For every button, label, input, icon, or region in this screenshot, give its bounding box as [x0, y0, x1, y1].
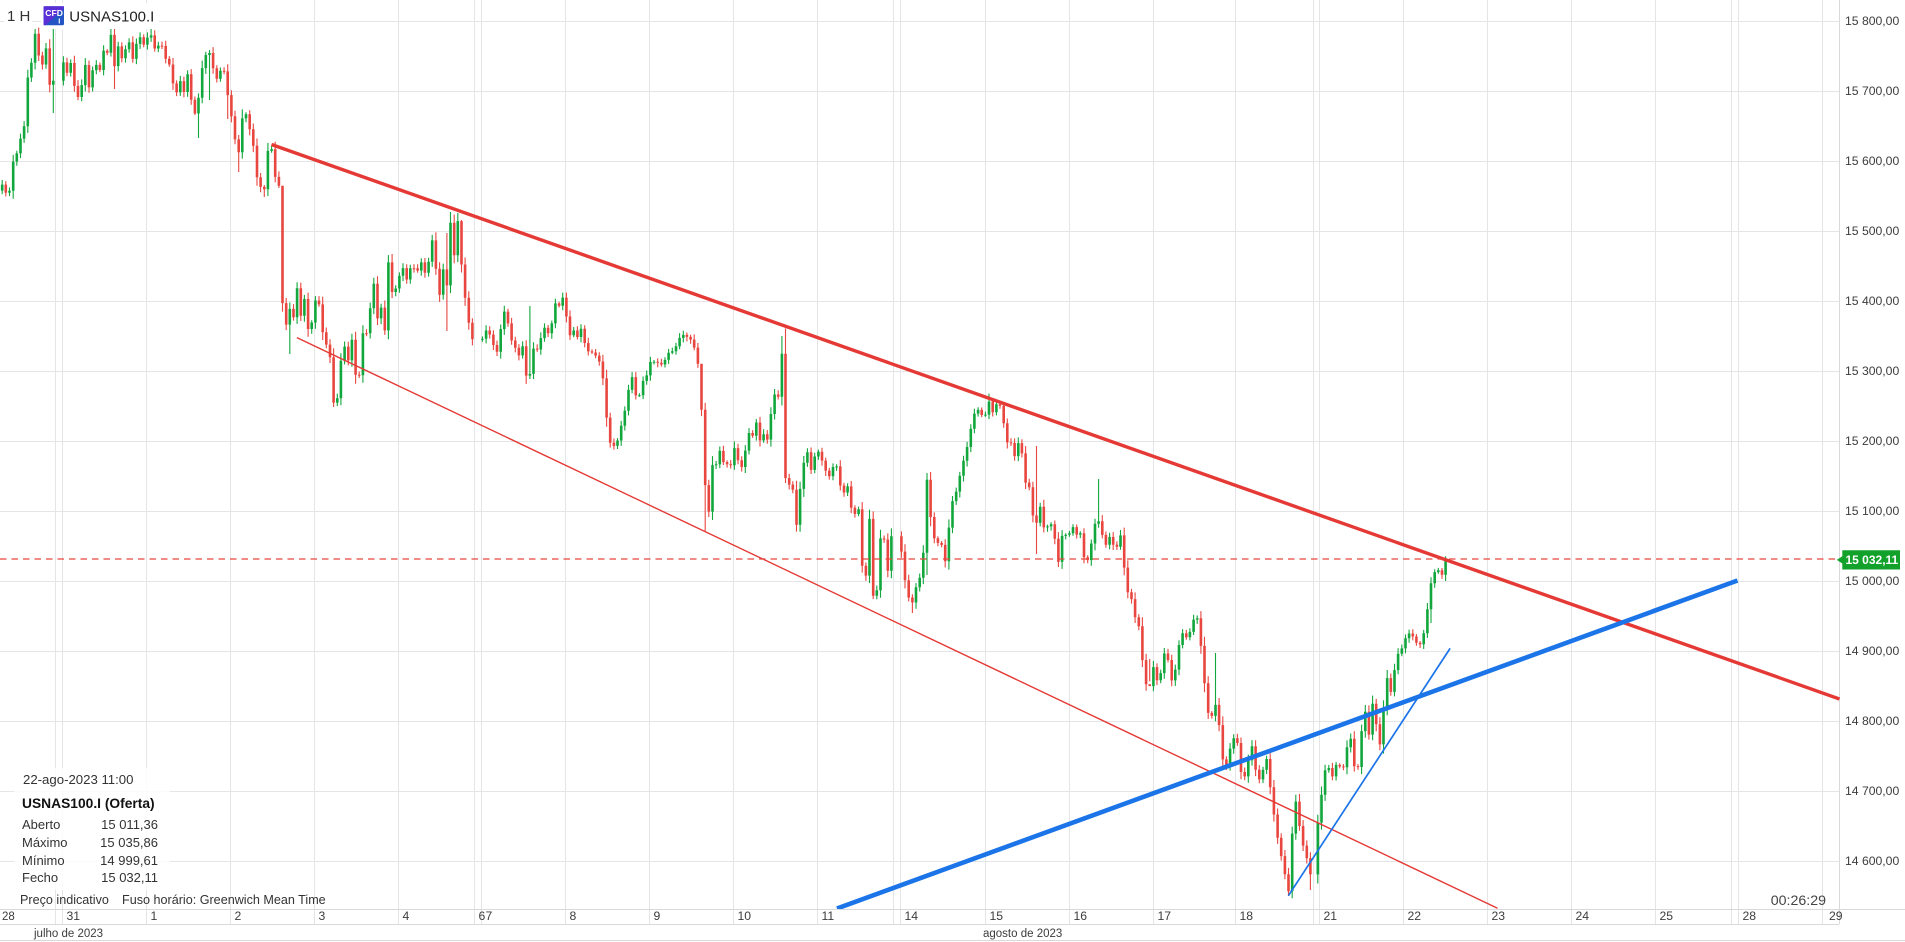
svg-text:15 011,36: 15 011,36: [101, 817, 158, 832]
svg-text:9: 9: [654, 909, 661, 923]
svg-text:1: 1: [151, 909, 158, 923]
svg-text:14 700,00: 14 700,00: [1845, 784, 1899, 798]
svg-text:Máximo: Máximo: [22, 835, 68, 850]
svg-text:CFD: CFD: [45, 8, 63, 18]
svg-text:6: 6: [479, 909, 486, 923]
svg-text:Mínimo: Mínimo: [22, 853, 65, 868]
svg-text:15 032,11: 15 032,11: [101, 870, 158, 885]
svg-text:Aberto: Aberto: [22, 817, 60, 832]
svg-text:7: 7: [486, 909, 493, 923]
svg-text:15 000,00: 15 000,00: [1845, 574, 1899, 588]
svg-text:4: 4: [403, 909, 410, 923]
svg-text:23: 23: [1492, 909, 1506, 923]
svg-text:22-ago-2023 11:00: 22-ago-2023 11:00: [23, 772, 133, 787]
svg-text:29: 29: [1829, 909, 1843, 923]
svg-text:21: 21: [1324, 909, 1338, 923]
svg-text:14: 14: [905, 909, 919, 923]
svg-text:agosto de 2023: agosto de 2023: [983, 928, 1062, 940]
svg-text:15 600,00: 15 600,00: [1845, 154, 1899, 168]
svg-text:8: 8: [570, 909, 577, 923]
svg-text:15 032,11: 15 032,11: [1846, 553, 1899, 567]
svg-text:18: 18: [1240, 909, 1254, 923]
svg-text:Preço indicativo: Preço indicativo: [20, 893, 109, 907]
svg-text:1 H: 1 H: [7, 8, 30, 25]
svg-text:15 100,00: 15 100,00: [1845, 504, 1899, 518]
svg-text:24: 24: [1576, 909, 1590, 923]
svg-text:3: 3: [319, 909, 326, 923]
svg-text:15 300,00: 15 300,00: [1845, 364, 1899, 378]
svg-text:Fuso horário: Greenwich Mean T: Fuso horário: Greenwich Mean Time: [122, 893, 326, 907]
svg-text:15 700,00: 15 700,00: [1845, 84, 1899, 98]
svg-text:15 500,00: 15 500,00: [1845, 224, 1899, 238]
svg-text:2: 2: [235, 909, 242, 923]
svg-text:julho de 2023: julho de 2023: [33, 928, 103, 940]
svg-text:17: 17: [1158, 909, 1172, 923]
svg-text:14 600,00: 14 600,00: [1845, 854, 1899, 868]
svg-text:10: 10: [738, 909, 752, 923]
svg-text:16: 16: [1074, 909, 1088, 923]
svg-text:14 900,00: 14 900,00: [1845, 644, 1899, 658]
svg-text:00:26:29: 00:26:29: [1771, 893, 1826, 909]
svg-text:Fecho: Fecho: [22, 870, 58, 885]
svg-text:15: 15: [990, 909, 1004, 923]
svg-text:14 800,00: 14 800,00: [1845, 714, 1899, 728]
svg-text:28: 28: [2, 911, 15, 923]
svg-text:15 200,00: 15 200,00: [1845, 434, 1899, 448]
svg-text:28: 28: [1743, 909, 1757, 923]
svg-text:15 035,86: 15 035,86: [100, 835, 158, 850]
svg-text:22: 22: [1408, 909, 1422, 923]
svg-text:USNAS100.I: USNAS100.I: [69, 9, 154, 26]
svg-text:11: 11: [822, 909, 835, 923]
svg-text:15 800,00: 15 800,00: [1845, 14, 1899, 28]
svg-text:15 400,00: 15 400,00: [1845, 294, 1899, 308]
svg-text:USNAS100.I (Oferta): USNAS100.I (Oferta): [22, 796, 155, 811]
svg-text:14 999,61: 14 999,61: [100, 853, 158, 868]
svg-text:25: 25: [1660, 909, 1674, 923]
svg-text:31: 31: [67, 909, 81, 923]
svg-text:I: I: [58, 17, 60, 26]
